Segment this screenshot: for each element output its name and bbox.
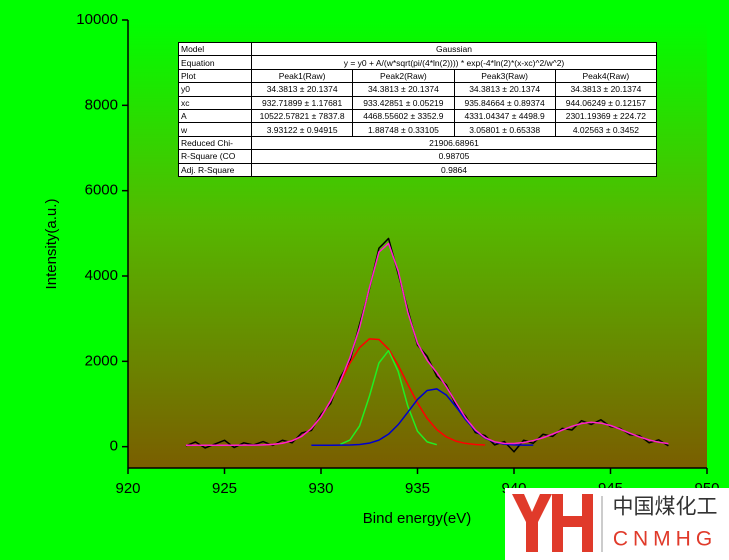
table-cell: 0.98705 (251, 149, 657, 164)
x-axis-title: Bind energy(eV) (363, 510, 471, 527)
table-cell: Peak3(Raw) (453, 68, 556, 84)
table-row: Adj. R-Square 0.9864 (178, 162, 657, 177)
data-line (185, 242, 669, 446)
table-cell: 1.88748 ± 0.33105 (352, 122, 455, 137)
y-tick-label: 10000 (76, 11, 118, 28)
table-row: w 3.93122 ± 0.94915 1.88748 ± 0.33105 3.058… (178, 122, 658, 137)
x-tick-label: 930 (308, 480, 333, 497)
table-row: xc 932.71899 ± 1.17681 933.42851 ± 0.05219… (178, 95, 658, 110)
table-cell: 34.3813 ± 20.1374 (554, 82, 658, 97)
x-tick-label: 925 (212, 480, 237, 497)
watermark-subtitle: CNMHG (613, 528, 717, 551)
table-cell: 4.02563 ± 0.3452 (554, 122, 658, 137)
table-row: Plot Peak1(Raw) Peak2(Raw) Peak3(Raw) Peak4(… (178, 68, 658, 84)
table-cell: 0.9864 (251, 162, 657, 177)
table-cell: 4468.55602 ± 3352.9 (352, 108, 455, 124)
table-cell: 34.3813 ± 20.1374 (250, 82, 354, 97)
y-tick-label: 4000 (85, 267, 118, 284)
table-cell: Plot (178, 68, 252, 84)
table-row: y0 34.3813 ± 20.1374 34.3813 ± 20.1374 34.3… (178, 82, 658, 97)
table-row: Reduced Chi- 21906.68961 (178, 135, 657, 151)
table-cell: Peak1(Raw) (250, 68, 354, 84)
table-cell: Peak4(Raw) (554, 68, 658, 84)
table-cell: 2301.19369 ± 224.72 (554, 108, 658, 124)
watermark-title: 中国煤化工 (613, 496, 718, 519)
table-row: A 10522.57821 ± 7837.8 4468.55602 ± 3352.9… (178, 108, 658, 124)
y-axis-title: Intensity(a.u.) (43, 199, 60, 290)
table-cell: Equation (178, 55, 252, 70)
y-tick-label: 8000 (85, 96, 118, 113)
table-cell: 4331.04347 ± 4498.9 (453, 108, 556, 124)
table-cell: xc (178, 95, 252, 110)
table-cell: Model (178, 41, 252, 57)
table-cell: R-Square (CO (178, 149, 252, 164)
table-cell: Adj. R-Square (178, 162, 252, 177)
table-cell: Reduced Chi- (178, 135, 252, 151)
table-cell: 10522.57821 ± 7837.8 (250, 108, 354, 124)
table-cell: 3.93122 ± 0.94915 (250, 122, 354, 137)
table-cell: 932.71899 ± 1.17681 (250, 95, 354, 110)
x-tick-label: 920 (115, 480, 140, 497)
fit-table: Model Gaussian Equation y = y0 + A/(w*sqrt(… (178, 41, 658, 177)
table-row: Model Gaussian (178, 41, 657, 57)
logo-y (512, 494, 552, 552)
watermark: 中国煤化工 CNMHG (505, 488, 729, 560)
logo-h (552, 494, 593, 552)
y-tick-label: 2000 (85, 352, 118, 369)
table-cell: 3.05801 ± 0.65338 (453, 122, 556, 137)
y-tick-label: 6000 (85, 182, 118, 199)
table-cell: y = y0 + A/(w*sqrt(pi/(4*ln(2)))) * exp(… (251, 55, 657, 70)
table-cell: A (178, 108, 252, 124)
y-tick-label: 0 (110, 438, 118, 455)
table-cell: 933.42851 ± 0.05219 (352, 95, 455, 110)
table-cell: w (178, 122, 252, 137)
data-line (339, 349, 438, 446)
table-row: Equation y = y0 + A/(w*sqrt(pi/(4*ln(2)))… (178, 55, 657, 70)
table-cell: y0 (178, 82, 252, 97)
table-cell: 34.3813 ± 20.1374 (352, 82, 455, 97)
table-cell: 935.84664 ± 0.89374 (453, 95, 556, 110)
table-cell: Gaussian (251, 41, 657, 57)
x-tick-label: 935 (405, 480, 430, 497)
table-row: R-Square (CO 0.98705 (178, 149, 657, 164)
table-cell: 944.06249 ± 0.12157 (554, 95, 658, 110)
table-cell: Peak2(Raw) (352, 68, 455, 84)
table-cell: 34.3813 ± 20.1374 (453, 82, 556, 97)
table-cell: 21906.68961 (251, 135, 657, 151)
